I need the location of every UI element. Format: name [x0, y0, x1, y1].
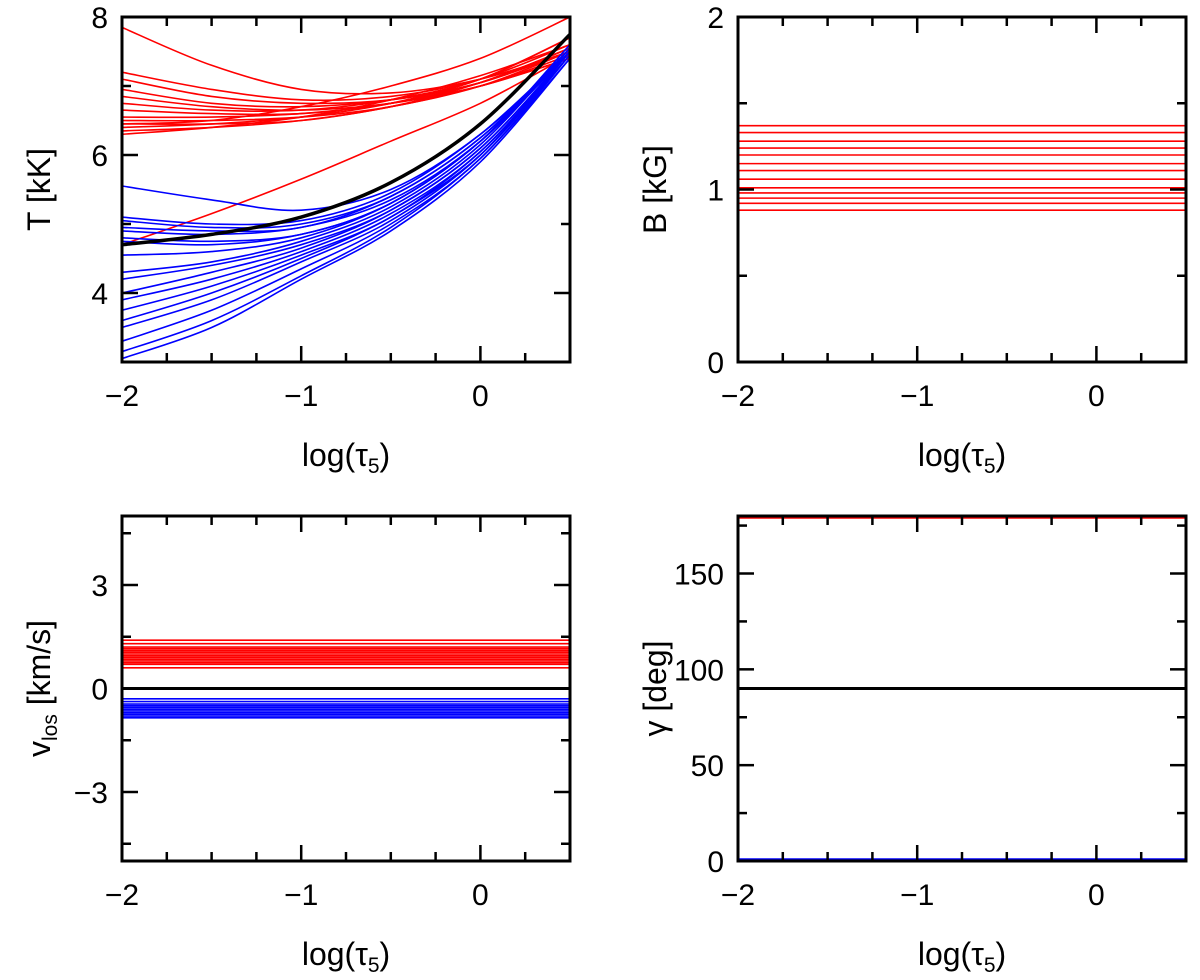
x-tick-label: −1	[284, 879, 318, 912]
series-line-blue	[122, 54, 570, 322]
series-line-black	[122, 33, 570, 247]
y-tick-label: 50	[691, 750, 724, 783]
series-line-blue	[122, 47, 570, 243]
series-line-blue	[122, 50, 570, 246]
y-tick-label: 6	[91, 140, 108, 173]
x-axis-label: log(τ5)	[302, 936, 390, 977]
plot-area	[738, 517, 1186, 860]
y-tick-label: 0	[707, 347, 724, 380]
y-axis-label: γ [deg]	[637, 640, 673, 736]
plot-area	[122, 639, 570, 719]
y-tick-label: 3	[91, 570, 108, 603]
x-tick-label: 0	[1088, 879, 1105, 912]
y-tick-label: 4	[91, 278, 108, 311]
x-tick-label: 0	[472, 380, 489, 413]
series-line-red	[122, 36, 570, 129]
series-line-blue	[122, 57, 570, 353]
y-axis-label: vlos [km/s]	[21, 620, 62, 757]
x-tick-label: −2	[721, 879, 755, 912]
series-line-red	[122, 43, 570, 136]
series-line-blue	[122, 47, 570, 233]
series-line-red	[122, 54, 570, 246]
panel-bottom-right: −2 −1 0 0 50 100 150 log(τ5) γ [deg]	[637, 514, 1188, 977]
x-tick-label: −2	[105, 879, 139, 912]
series-line-red	[122, 26, 570, 95]
x-tick-label: −2	[105, 380, 139, 413]
series-line-blue	[122, 50, 570, 226]
y-tick-label: 100	[674, 654, 724, 687]
y-tick-label: 0	[91, 674, 108, 707]
x-tick-label: −2	[721, 380, 755, 413]
y-tick-label: 8	[91, 2, 108, 35]
series-line-blue	[122, 47, 570, 274]
y-tick-label: −3	[74, 777, 108, 810]
plot-area	[122, 17, 570, 360]
plot-area	[738, 124, 1186, 362]
x-axis-label: log(τ5)	[918, 936, 1006, 977]
y-axis-label: B [kG]	[637, 145, 673, 234]
x-axis-label: log(τ5)	[918, 437, 1006, 478]
series-line-blue	[122, 50, 570, 301]
x-axis-label: log(τ5)	[302, 437, 390, 478]
y-tick-label: 2	[707, 2, 724, 35]
axes-frame	[736, 15, 1188, 364]
y-tick-label: 150	[674, 559, 724, 592]
y-tick-label: 1	[707, 175, 724, 208]
x-tick-label: 0	[1088, 380, 1105, 413]
series-line-blue	[122, 50, 570, 294]
x-tick-label: −1	[900, 380, 934, 413]
x-tick-label: 0	[472, 879, 489, 912]
panel-bottom-left: −2 −1 0 −3 0 3 log(τ5) vlos [km/s]	[21, 514, 572, 977]
y-axis-label: T [kK]	[21, 148, 57, 231]
panel-top-left: −2 −1 0 4 6 8 log(τ5) T [kK]	[21, 2, 572, 478]
y-tick-label: 0	[707, 846, 724, 879]
series-line-blue	[122, 50, 570, 329]
x-tick-label: −1	[900, 879, 934, 912]
series-line-red	[122, 17, 570, 125]
panel-top-right: −2 −1 0 0 1 2 log(τ5) B [kG]	[637, 2, 1188, 478]
series-line-blue	[122, 57, 570, 360]
x-tick-label: −1	[284, 380, 318, 413]
series-line-blue	[122, 44, 570, 256]
